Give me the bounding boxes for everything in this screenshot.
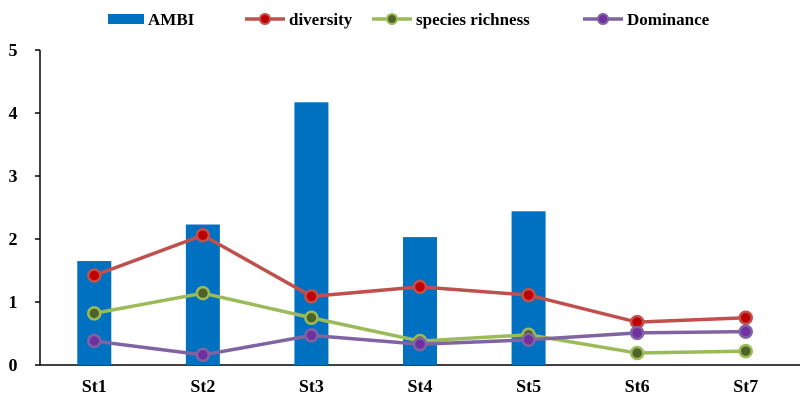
bar-ambi	[294, 102, 329, 365]
point-dominance	[521, 332, 536, 348]
x-axis: St1 St2 St3 St4 St5 St6 St7	[40, 364, 800, 396]
legend-label-species-richness: species richness	[416, 10, 530, 29]
legend-marker-diversity	[259, 13, 271, 25]
x-tick-label: St5	[516, 376, 541, 393]
y-tick-label: 5	[9, 40, 18, 60]
y-tick-label: 2	[9, 229, 18, 249]
point-diversity	[304, 289, 319, 304]
legend-marker-dominance	[597, 13, 609, 25]
legend-marker-species-richness	[386, 13, 398, 25]
point-dominance	[195, 347, 211, 363]
x-tick-label: St2	[190, 376, 215, 393]
legend-label-ambi: AMBI	[148, 10, 195, 29]
point-species-richness	[304, 310, 319, 325]
point-dominance	[738, 324, 753, 339]
point-diversity	[87, 268, 102, 283]
point-dominance	[87, 333, 102, 349]
y-axis: 0 1 2 3 4 5	[9, 40, 41, 375]
x-tick-label: St3	[299, 376, 324, 393]
point-diversity	[521, 287, 536, 303]
y-tick-label: 1	[9, 292, 18, 312]
x-tick-label: St4	[407, 376, 432, 393]
bar-series	[77, 102, 546, 365]
legend-swatch-ambi	[108, 14, 144, 24]
point-dominance	[304, 328, 319, 343]
line-series	[87, 227, 753, 363]
point-diversity	[412, 279, 428, 295]
point-diversity	[738, 310, 753, 325]
x-tick-label: St7	[733, 376, 758, 393]
point-diversity	[195, 227, 211, 243]
legend: AMBI diversity species richness Dominance	[108, 10, 710, 29]
x-tick-label: St1	[82, 376, 107, 393]
point-dominance	[629, 325, 645, 341]
point-species-richness	[738, 343, 753, 359]
point-species-richness	[629, 345, 645, 361]
legend-label-dominance: Dominance	[627, 10, 710, 29]
legend-label-diversity: diversity	[289, 10, 353, 29]
point-dominance	[412, 336, 428, 352]
point-species-richness	[195, 285, 211, 301]
y-tick-label: 0	[9, 355, 18, 375]
y-tick-label: 4	[9, 103, 18, 123]
y-tick-label: 3	[9, 166, 18, 186]
x-tick-label: St6	[625, 376, 650, 393]
point-species-richness	[87, 306, 102, 321]
